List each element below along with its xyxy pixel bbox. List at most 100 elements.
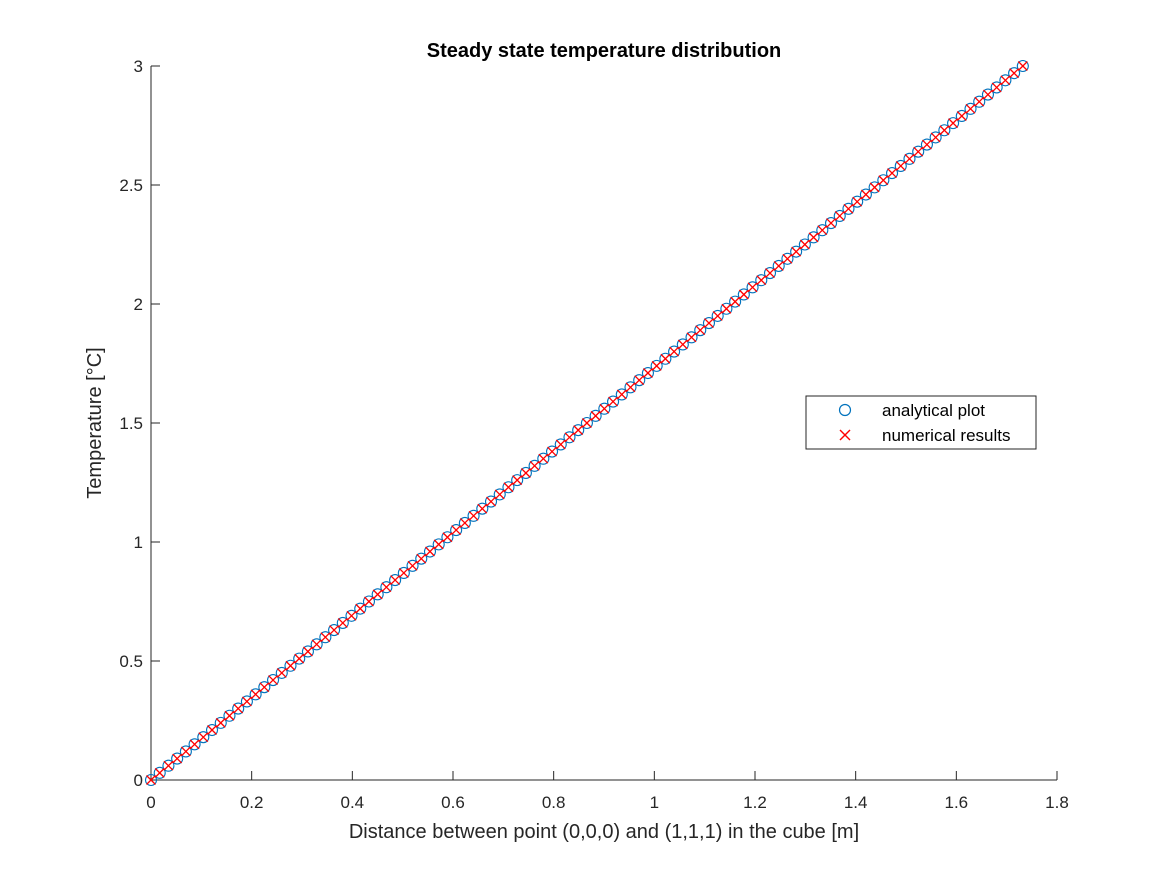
numerical-point-stroke <box>982 89 993 100</box>
analytical-point <box>694 324 707 337</box>
numerical-point <box>782 253 793 264</box>
numerical-point <box>878 175 889 186</box>
numerical-point-stroke <box>913 146 924 157</box>
numerical-point-stroke <box>634 375 645 386</box>
numerical-point-stroke <box>1000 75 1011 86</box>
numerical-point-stroke <box>363 596 374 607</box>
numerical-point <box>146 775 156 785</box>
analytical-point <box>711 309 724 322</box>
numerical-point <box>250 689 261 700</box>
numerical-point <box>721 303 732 314</box>
analytical-point <box>633 374 646 387</box>
numerical-point-stroke <box>930 132 941 143</box>
numerical-point-stroke <box>721 303 732 314</box>
numerical-point-stroke <box>895 161 906 171</box>
numerical-point <box>887 168 898 179</box>
numerical-point <box>372 589 383 600</box>
numerical-point-stroke <box>834 210 845 221</box>
analytical-point <box>798 238 811 251</box>
numerical-point-stroke <box>180 746 191 757</box>
numerical-point-stroke <box>608 396 619 407</box>
numerical-point-stroke <box>146 775 156 785</box>
numerical-point <box>799 239 810 250</box>
numerical-point-stroke <box>581 418 592 428</box>
numerical-point-stroke <box>294 653 305 664</box>
numerical-point <box>913 146 924 157</box>
analytical-point <box>188 738 201 751</box>
analytical-point <box>153 766 166 779</box>
analytical-point <box>790 245 803 258</box>
numerical-point <box>974 96 985 107</box>
analytical-point <box>441 531 454 544</box>
numerical-point <box>852 196 863 207</box>
numerical-point <box>276 667 287 678</box>
numerical-point-stroke <box>311 639 322 650</box>
chart-title: Steady state temperature distribution <box>427 40 782 62</box>
numerical-point-stroke <box>433 539 444 550</box>
numerical-point <box>930 132 941 143</box>
numerical-point-stroke <box>817 225 828 236</box>
y-tick-label: 2 <box>134 295 143 314</box>
analytical-point <box>990 81 1003 94</box>
numerical-point-stroke <box>198 732 209 743</box>
y-tick-label: 1.5 <box>119 414 143 433</box>
numerical-point-stroke <box>189 739 200 750</box>
analytical-point <box>964 102 977 115</box>
numerical-point <box>773 260 784 271</box>
analytical-point <box>432 538 445 551</box>
analytical-point <box>328 624 341 637</box>
numerical-point <box>669 346 680 357</box>
numerical-point <box>573 425 584 436</box>
analytical-point <box>284 659 297 672</box>
analytical-point <box>493 488 506 501</box>
numerical-point <box>747 282 758 293</box>
numerical-point-stroke <box>590 410 601 421</box>
analytical-point <box>920 138 933 151</box>
numerical-point-stroke <box>860 189 871 200</box>
numerical-point <box>843 203 854 214</box>
numerical-point <box>407 560 418 571</box>
numerical-point-stroke <box>991 82 1002 93</box>
numerical-point <box>756 275 767 286</box>
plot-area: 0 0.2 0.4 0.6 0.8 1 1.2 1.4 1.6 1.8 0 0.5 1 1.5 2 2.5 3 <box>119 57 1068 812</box>
y-tick-label: 0.5 <box>119 652 143 671</box>
analytical-point <box>894 159 907 173</box>
numerical-point <box>398 567 409 578</box>
analytical-point <box>144 773 158 787</box>
numerical-point-stroke <box>773 260 784 271</box>
numerical-point <box>259 682 270 693</box>
analytical-point <box>319 631 332 644</box>
analytical-point <box>171 752 184 765</box>
numerical-point <box>642 368 653 378</box>
analytical-point <box>685 331 698 344</box>
numerical-point <box>363 596 374 607</box>
numerical-point-stroke <box>381 582 392 593</box>
numerical-point <box>538 453 549 464</box>
analytical-point <box>650 359 663 372</box>
numerical-point <box>346 610 357 621</box>
numerical-point-stroke <box>939 125 950 136</box>
numerical-point <box>1009 68 1020 79</box>
numerical-point <box>834 210 845 221</box>
numerical-point <box>486 496 496 507</box>
x-tick-label: 1 <box>650 793 659 812</box>
analytical-point <box>816 224 829 237</box>
numerical-point <box>1017 61 1028 71</box>
analytical-point <box>179 745 192 758</box>
analytical-point <box>955 109 968 123</box>
numerical-point <box>425 546 435 557</box>
analytical-point <box>214 716 227 729</box>
numerical-point <box>904 153 915 164</box>
numerical-point-stroke <box>512 475 523 486</box>
analytical-point <box>589 409 602 422</box>
analytical-point <box>807 231 820 244</box>
numerical-point-stroke <box>1009 68 1020 79</box>
numerical-point-stroke <box>285 660 296 671</box>
numerical-point <box>433 539 444 550</box>
x-tick-label: 1.6 <box>945 793 969 812</box>
numerical-point-stroke <box>477 503 488 514</box>
numerical-point <box>451 525 462 536</box>
numerical-point <box>860 189 871 200</box>
numerical-point <box>285 660 296 671</box>
